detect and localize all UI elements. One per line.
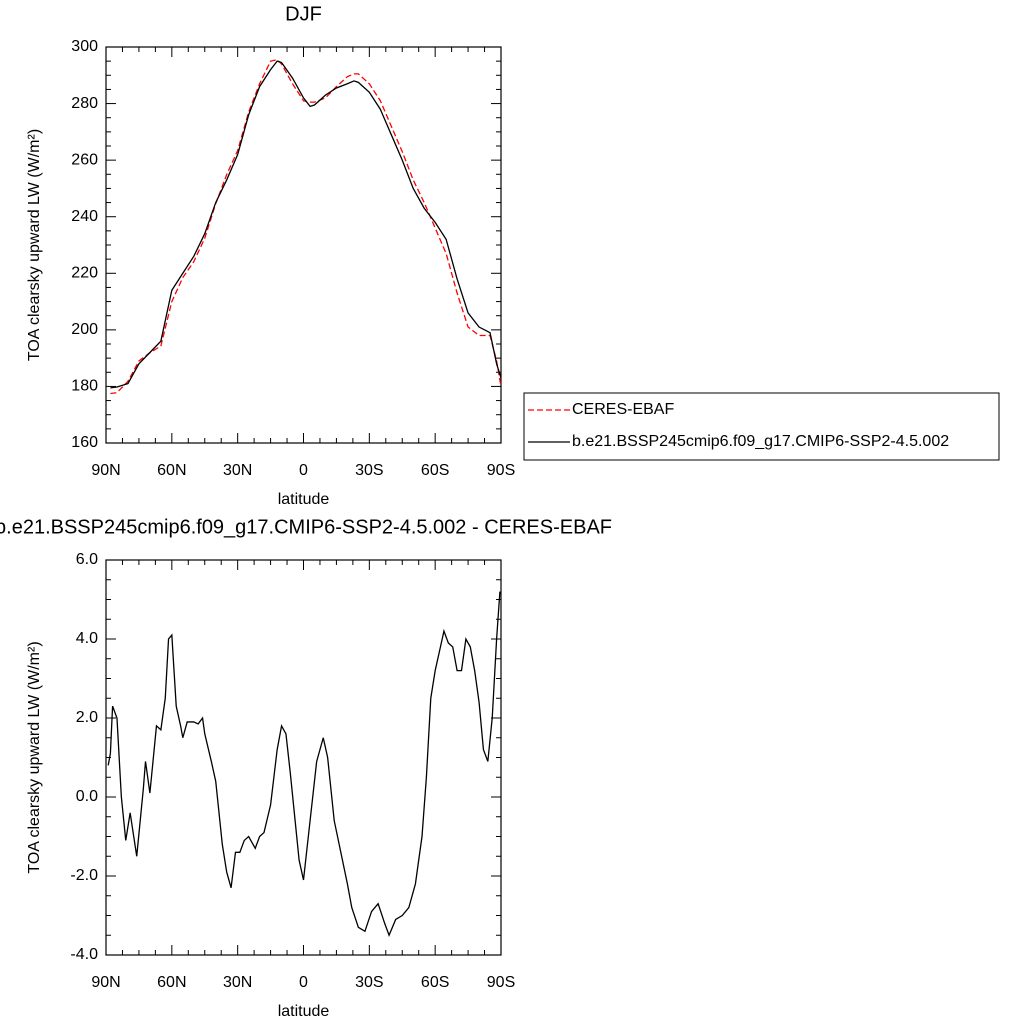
y-tick-label: 180 [71,378,98,395]
y-tick-label: 300 [71,38,98,55]
x-tick-label: 60N [157,462,186,479]
plot-frame [105,559,502,956]
x-tick-label: 30S [355,974,383,991]
y-tick-label: 0.0 [76,788,98,805]
data-line [110,60,502,389]
x-tick-label: 30N [223,462,252,479]
y-tick-label: 2.0 [76,709,98,726]
y-tick-label: 160 [71,434,98,451]
y-tick-label: -4.0 [70,946,98,963]
data-line [107,591,501,938]
x-tick-label: 60N [157,974,186,991]
legend-label: b.e21.BSSP245cmip6.f09_g17.CMIP6-SSP2-4.… [572,433,949,450]
x-tick-label: 0 [299,462,308,479]
plot-frame [105,46,502,444]
x-tick-label: 90S [487,974,515,991]
y-tick-label: 280 [71,95,98,112]
y-tick-label: 260 [71,151,98,168]
chart-title: DJF [285,3,322,25]
y-tick-label: 200 [71,321,98,338]
chart-title: b.e21.BSSP245cmip6.f09_g17.CMIP6-SSP2-4.… [0,516,612,538]
x-tick-label: 30N [223,974,252,991]
y-axis-label: TOA clearsky upward LW (W/m²) [26,641,43,873]
y-tick-label: 4.0 [76,630,98,647]
x-axis-label: latitude [278,1003,330,1020]
x-tick-label: 0 [299,974,308,991]
y-tick-label: 220 [71,265,98,282]
data-line [110,59,502,395]
x-tick-label: 90S [487,462,515,479]
y-axis-label: TOA clearsky upward LW (W/m²) [26,129,43,361]
legend-label: CERES-EBAF [572,401,674,418]
y-tick-label: 6.0 [76,551,98,568]
x-tick-label: 90N [91,974,120,991]
x-tick-label: 30S [355,462,383,479]
y-tick-label: 240 [71,208,98,225]
y-tick-label: -2.0 [70,867,98,884]
x-axis-label: latitude [278,491,330,508]
x-tick-label: 90N [91,462,120,479]
legend-box [523,392,1000,461]
x-tick-label: 60S [421,462,449,479]
x-tick-label: 60S [421,974,449,991]
